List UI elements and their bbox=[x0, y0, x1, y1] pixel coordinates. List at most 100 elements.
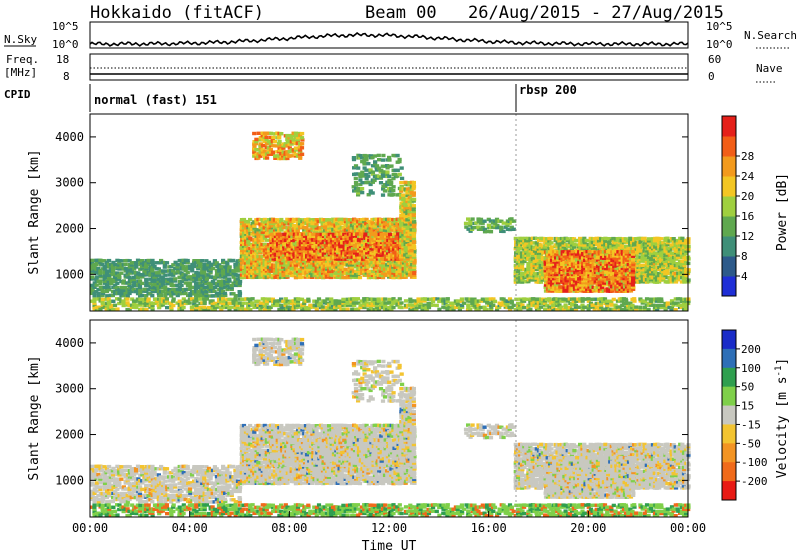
power-cell bbox=[409, 249, 413, 252]
power-cell bbox=[279, 132, 283, 135]
power-cell bbox=[292, 218, 296, 221]
nave-label: Nave bbox=[756, 62, 783, 75]
power-cell bbox=[165, 261, 169, 264]
noise-right-label: N.Search bbox=[744, 29, 797, 42]
power-cell bbox=[254, 138, 258, 141]
power-cell bbox=[354, 181, 358, 184]
power-cell bbox=[398, 173, 402, 176]
power-cell bbox=[471, 217, 475, 220]
power-cell bbox=[412, 191, 416, 194]
power-cell bbox=[186, 271, 190, 274]
power-cell bbox=[115, 282, 119, 285]
power-cell bbox=[549, 245, 553, 248]
noise-tick-high-left: 10^5 bbox=[52, 20, 79, 33]
power-cell bbox=[389, 164, 393, 167]
power-cell bbox=[379, 181, 383, 184]
power-cell bbox=[119, 259, 123, 262]
nave-tick-low: 0 bbox=[708, 70, 715, 83]
power-cell bbox=[107, 285, 111, 288]
power-cell bbox=[366, 175, 370, 178]
power-cell bbox=[290, 154, 294, 157]
power-cell bbox=[603, 237, 607, 240]
power-cell bbox=[90, 259, 94, 262]
power-cell bbox=[234, 294, 238, 297]
noise-left-label: N.Sky bbox=[4, 33, 37, 46]
power-cell bbox=[294, 146, 298, 149]
power-cell bbox=[401, 193, 405, 196]
date-range: 26/Aug/2015 - 27/Aug/2015 bbox=[468, 3, 724, 23]
power-cell bbox=[366, 162, 370, 165]
power-cell bbox=[188, 281, 192, 284]
power-cell bbox=[278, 233, 282, 236]
power-cell bbox=[400, 166, 404, 169]
power-cell bbox=[472, 226, 476, 229]
power-cell bbox=[265, 156, 269, 159]
power-cell bbox=[392, 185, 396, 188]
power-cell bbox=[269, 132, 273, 135]
power-cell bbox=[300, 275, 304, 278]
power-cell bbox=[105, 294, 109, 297]
power-cell bbox=[97, 292, 101, 295]
power-cell bbox=[238, 280, 242, 283]
power-cell bbox=[231, 259, 235, 262]
power-cell bbox=[105, 269, 109, 272]
power-cell bbox=[119, 272, 123, 275]
power-cell bbox=[257, 132, 261, 135]
power-cell bbox=[412, 229, 416, 232]
power-cell bbox=[381, 154, 385, 157]
power-cell bbox=[300, 136, 304, 139]
power-cell bbox=[128, 276, 132, 279]
power-cell bbox=[211, 267, 215, 270]
noise-sky-trace bbox=[90, 33, 688, 46]
power-cell bbox=[391, 189, 395, 192]
power-cell bbox=[371, 170, 375, 173]
power-cell bbox=[566, 237, 570, 240]
power-cell bbox=[172, 284, 176, 287]
station-title: Hokkaido (fitACF) bbox=[90, 3, 264, 23]
power-cell bbox=[549, 237, 553, 240]
power-cell bbox=[483, 220, 487, 223]
power-cell bbox=[223, 292, 227, 295]
power-cell bbox=[381, 170, 385, 173]
power-cell bbox=[173, 277, 177, 280]
power-cell bbox=[265, 239, 269, 242]
power-cell bbox=[364, 169, 368, 172]
power-cell bbox=[360, 171, 364, 174]
power-cell bbox=[377, 154, 381, 157]
freq-label-line2: [MHz] bbox=[4, 66, 37, 79]
power-cell bbox=[412, 232, 416, 235]
power-cell bbox=[354, 177, 358, 180]
power-cell bbox=[300, 153, 304, 156]
power-cell bbox=[180, 284, 184, 287]
power-cell bbox=[150, 259, 154, 262]
power-cell bbox=[389, 181, 393, 184]
power-cell bbox=[264, 136, 268, 139]
power-cell bbox=[169, 277, 173, 280]
power-cell bbox=[124, 263, 128, 266]
cpid-label: CPID bbox=[4, 88, 31, 101]
freq-tick-low: 8 bbox=[63, 70, 70, 83]
power-cell bbox=[396, 169, 400, 172]
noise-tick-low-right: 10^0 bbox=[706, 38, 733, 51]
power-cell bbox=[412, 181, 416, 184]
freq-tick-high: 18 bbox=[56, 53, 69, 66]
power-cell bbox=[489, 230, 493, 233]
noise-tick-low-left: 10^0 bbox=[52, 38, 79, 51]
power-cell bbox=[163, 274, 167, 277]
power-cell bbox=[200, 259, 204, 262]
power-cell bbox=[412, 253, 416, 256]
power-cell bbox=[392, 193, 396, 196]
power-cell bbox=[352, 156, 356, 159]
power-cell bbox=[140, 282, 144, 285]
power-cell bbox=[344, 268, 348, 271]
power-cell bbox=[360, 187, 364, 190]
power-cell bbox=[140, 294, 144, 297]
power-cell bbox=[381, 158, 385, 161]
nave-tick-high: 60 bbox=[708, 53, 721, 66]
power-cell bbox=[549, 241, 553, 244]
power-heatmap-cells bbox=[90, 114, 691, 311]
power-cell bbox=[95, 275, 99, 278]
power-cell bbox=[373, 160, 377, 163]
